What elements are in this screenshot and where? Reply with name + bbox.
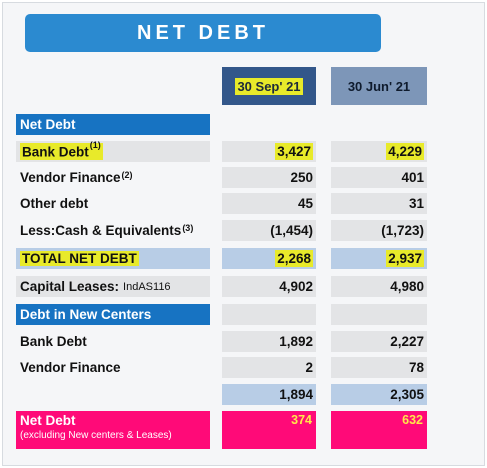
row-label: Less:Cash & Equivalents (3) (16, 220, 210, 241)
column-header-sep21-label: 30 Sep' 21 (235, 77, 303, 95)
new-centers-total-row: 1,894 2,305 (16, 384, 428, 405)
row-label-text: Vendor Finance (20, 170, 121, 185)
footnote-marker: (1) (89, 140, 101, 151)
empty-cell (331, 304, 427, 325)
row-label: Bank Debt (20, 334, 87, 349)
net-debt-excl-sep21: 374 (222, 411, 316, 449)
value-sep21: 250 (222, 167, 316, 188)
value-jun21: 4,229 (331, 141, 427, 162)
net-debt-excl-subtitle: (excluding New centers & Leases) (20, 430, 172, 441)
value-jun21-text: 4,229 (386, 143, 424, 160)
row-label: Other debt (20, 196, 89, 211)
row-note: IndAS116 (123, 280, 171, 293)
total-net-debt-label: TOTAL NET DEBT (20, 251, 139, 266)
row-label-text: Capital Leases: (20, 279, 120, 294)
value-sep21: 1,894 (222, 384, 316, 405)
row-label: Capital Leases: IndAS116 (16, 276, 210, 297)
table-row: Other debt 45 31 (16, 193, 428, 214)
bank-debt-label: Bank Debt(1) (20, 140, 103, 160)
value-jun21: 4,980 (331, 276, 427, 297)
row-label: Vendor Finance (2) (16, 167, 210, 188)
value-jun21: 78 (331, 357, 427, 378)
value-jun21: 2,937 (331, 248, 427, 269)
value-jun21: 2,227 (331, 331, 427, 352)
column-header-sep21: 30 Sep' 21 (222, 67, 316, 105)
section-header-new-centers: Debt in New Centers (16, 304, 428, 325)
value-sep21: 45 (222, 193, 316, 214)
net-debt-excl-title: Net Debt (20, 413, 76, 428)
total-net-debt-row: TOTAL NET DEBT 2,268 2,937 (16, 248, 428, 269)
value-jun21: 31 (331, 193, 427, 214)
bank-debt-label-text: Bank Debt (22, 144, 89, 160)
value-sep21: 3,427 (222, 141, 316, 162)
table-row: Vendor Finance (2) 250 401 (16, 167, 428, 188)
footnote-marker: (2) (121, 169, 133, 180)
table-row: Bank Debt 1,892 2,227 (16, 331, 428, 352)
net-debt-excl-jun21: 632 (331, 411, 427, 449)
value-sep21: (1,454) (222, 220, 316, 241)
table-row: Bank Debt(1) 3,427 4,229 (16, 140, 428, 162)
value-jun21: 2,305 (331, 384, 427, 405)
value-sep21: 2,268 (222, 248, 316, 269)
page-title: NET DEBT (25, 14, 381, 52)
net-debt-excl-label: Net Debt (excluding New centers & Leases… (16, 411, 210, 449)
row-label: TOTAL NET DEBT (16, 248, 210, 269)
section-label: Net Debt (16, 114, 210, 135)
empty-cell (222, 304, 316, 325)
value-jun21: (1,723) (331, 220, 427, 241)
table-row: Capital Leases: IndAS116 4,902 4,980 (16, 276, 428, 297)
section-label: Debt in New Centers (16, 304, 210, 325)
table-row: Less:Cash & Equivalents (3) (1,454) (1,72… (16, 220, 428, 241)
section-header-net-debt: Net Debt (16, 114, 428, 135)
column-header-jun21: 30 Jun' 21 (331, 67, 427, 105)
value-sep21: 1,892 (222, 331, 316, 352)
footnote-marker: (3) (182, 222, 194, 233)
value-sep21-text: 2,268 (275, 250, 313, 267)
value-jun21: 401 (331, 167, 427, 188)
value-sep21: 4,902 (222, 276, 316, 297)
value-jun21-text: 2,937 (386, 250, 424, 267)
row-label: Bank Debt(1) (16, 140, 210, 162)
row-label: Vendor Finance (20, 360, 121, 375)
value-sep21: 2 (222, 357, 316, 378)
row-label-text: Less:Cash & Equivalents (20, 223, 182, 238)
value-sep21-text: 3,427 (275, 143, 313, 160)
table-row: Vendor Finance 2 78 (16, 357, 428, 378)
